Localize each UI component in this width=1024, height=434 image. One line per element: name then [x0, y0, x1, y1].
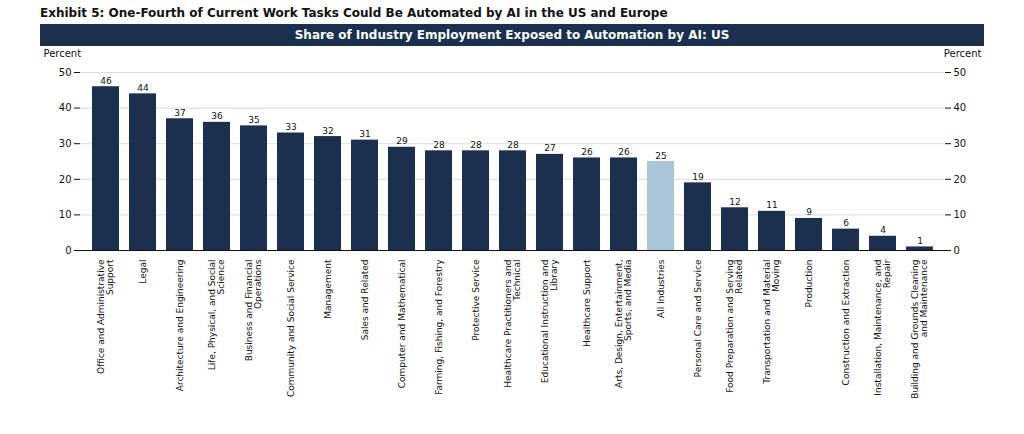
svg-text:32: 32 [322, 126, 333, 136]
svg-text:Installation, Maintenance, and: Installation, Maintenance, andRepair [873, 259, 892, 395]
html-text:Share of Industry Employment E: Share of Industry Employment Exposed to … [294, 28, 730, 42]
svg-text:28: 28 [507, 140, 519, 150]
svg-text:1: 1 [917, 236, 923, 246]
svg-text:Protective Service: Protective Service [471, 259, 481, 341]
svg-text:Food Preparation and ServingRe: Food Preparation and ServingRelated [725, 260, 744, 393]
svg-text:Transportation and MaterialMov: Transportation and MaterialMoving [762, 260, 781, 385]
svg-text:0: 0 [65, 245, 71, 256]
svg-text:Educational Instruction andLib: Educational Instruction andLibrary [540, 259, 559, 383]
svg-text:12: 12 [729, 197, 740, 207]
svg-text:26: 26 [618, 147, 630, 157]
svg-text:Production: Production [804, 260, 814, 308]
svg-text:35: 35 [248, 115, 259, 125]
svg-text:Building and Grounds Cleaninga: Building and Grounds Cleaningand Mainten… [910, 259, 929, 399]
svg-text:Percent: Percent [944, 48, 982, 59]
svg-text:46: 46 [100, 76, 112, 86]
svg-text:27: 27 [544, 143, 555, 153]
svg-text:0: 0 [954, 245, 960, 256]
svg-text:Business and FinancialOperatio: Business and FinancialOperations [244, 259, 263, 361]
svg-text:Personal Care and Service: Personal Care and Service [693, 259, 703, 377]
svg-text:Legal: Legal [138, 260, 148, 284]
svg-text:19: 19 [692, 172, 704, 182]
svg-text:30: 30 [954, 138, 967, 149]
svg-text:10: 10 [954, 209, 967, 220]
svg-text:Architecture and Engineering: Architecture and Engineering [175, 260, 185, 392]
svg-text:Sales and Related: Sales and Related [360, 260, 370, 341]
svg-text:44: 44 [137, 83, 149, 93]
svg-text:30: 30 [59, 138, 72, 149]
svg-text:28: 28 [433, 140, 445, 150]
svg-text:4: 4 [880, 225, 886, 235]
svg-text:9: 9 [806, 207, 812, 217]
svg-text:20: 20 [954, 174, 967, 185]
svg-text:29: 29 [396, 136, 408, 146]
svg-text:25: 25 [655, 151, 666, 161]
svg-text:Healthcare Practitioners andTe: Healthcare Practitioners andTechnical [503, 260, 522, 388]
svg-text:40: 40 [954, 102, 967, 113]
svg-text:36: 36 [211, 111, 223, 121]
svg-text:6: 6 [843, 218, 849, 228]
svg-text:37: 37 [174, 108, 185, 118]
svg-text:Arts, Design, Entertainment,Sp: Arts, Design, Entertainment,Sports, and … [614, 260, 633, 388]
svg-text:31: 31 [359, 129, 370, 139]
svg-text:Farming, Fishing, and Forestry: Farming, Fishing, and Forestry [434, 259, 444, 395]
svg-text:11: 11 [766, 200, 777, 210]
svg-text:28: 28 [470, 140, 482, 150]
svg-text:All Industries: All Industries [656, 259, 666, 318]
svg-text:Office and AdministrativeSuppo: Office and AdministrativeSupport [96, 259, 115, 374]
svg-text:20: 20 [59, 174, 72, 185]
svg-text:50: 50 [59, 67, 72, 78]
svg-text:Healthcare Support: Healthcare Support [582, 259, 592, 347]
svg-text:26: 26 [581, 147, 593, 157]
svg-text:50: 50 [954, 67, 967, 78]
svg-text:Community and Social Service: Community and Social Service [286, 259, 296, 397]
svg-text:Construction and Extraction: Construction and Extraction [841, 260, 851, 386]
html-text:Exhibit 5: One-Fourth of Curre: Exhibit 5: One-Fourth of Current Work Ta… [40, 6, 668, 20]
svg-text:33: 33 [285, 122, 296, 132]
svg-text:40: 40 [59, 102, 72, 113]
svg-text:10: 10 [59, 209, 72, 220]
svg-text:Computer and Mathematical: Computer and Mathematical [397, 260, 407, 389]
svg-text:Percent: Percent [44, 48, 82, 59]
svg-text:Life, Physical, and SocialScie: Life, Physical, and SocialScience [207, 259, 226, 370]
svg-text:Management: Management [323, 259, 333, 319]
